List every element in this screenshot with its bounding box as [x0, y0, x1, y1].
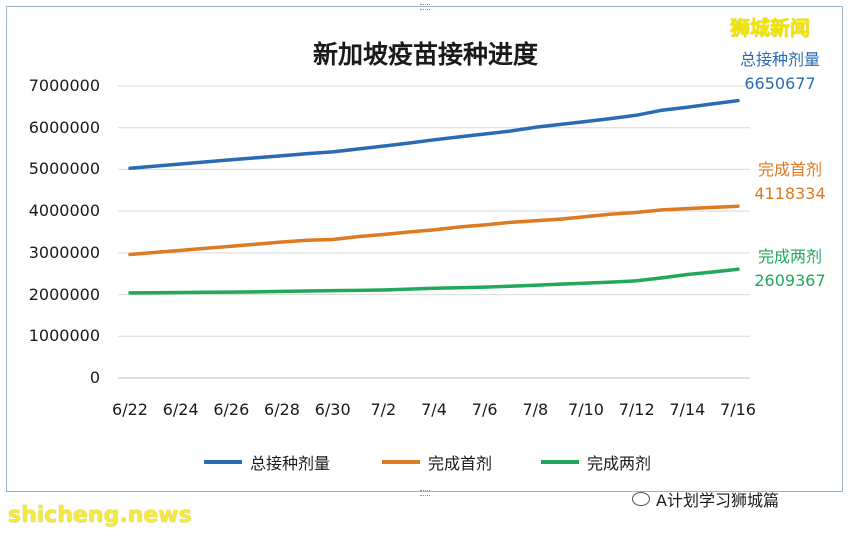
annotation-first-label: 完成首剂: [757, 160, 822, 179]
y-tick-label: 4000000: [28, 201, 100, 221]
x-tick-label: 7/16: [720, 400, 756, 419]
y-tick-label: 1000000: [28, 326, 100, 346]
wechat-account-name: A计划学习狮城篇: [656, 491, 779, 510]
resize-handle-top[interactable]: [420, 4, 430, 10]
x-tick-label: 7/12: [618, 400, 655, 419]
x-tick-label: 7/10: [568, 400, 604, 419]
x-tick-label: 7/4: [421, 400, 447, 419]
legend-swatch-first: [382, 460, 420, 464]
gridlines: [118, 85, 750, 379]
legend-item-first: 完成首剂: [382, 450, 492, 474]
annotation-second-label: 完成两剂: [757, 247, 822, 266]
series-line-first: [128, 204, 740, 257]
y-tick-label: 2000000: [28, 284, 100, 304]
annotation-total-value: 6650677: [744, 74, 816, 93]
legend-item-second: 完成两剂: [541, 450, 651, 474]
wechat-icon: [632, 492, 650, 506]
legend-label-total: 总接种剂量: [250, 454, 331, 473]
x-tick-label: 6/30: [314, 400, 351, 419]
annotation-first: 完成首剂 4118334: [735, 156, 845, 203]
legend-swatch-second: [541, 460, 579, 464]
x-tick-label: 6/28: [264, 400, 300, 419]
resize-handle-bottom[interactable]: [420, 490, 430, 496]
x-tick-label: 7/14: [669, 400, 706, 419]
x-tick-label: 7/8: [522, 400, 549, 419]
brand-logo-text: 狮城新闻: [730, 16, 810, 40]
annotation-second-value: 2609367: [754, 271, 826, 290]
x-tick-label: 6/22: [112, 400, 148, 419]
y-tick-label: 0: [89, 368, 100, 387]
legend-item-total: 总接种剂量: [204, 450, 330, 474]
y-tick-label: 7000000: [28, 76, 100, 95]
legend-swatch-total: [204, 460, 242, 464]
series-line-total: [128, 98, 740, 170]
x-tick-label: 6/26: [213, 400, 250, 419]
series-lines: [128, 98, 740, 295]
annotation-total-label: 总接种剂量: [739, 50, 820, 69]
annotation-first-value: 4118334: [754, 184, 826, 203]
legend-label-first: 完成首剂: [428, 454, 493, 473]
legend-label-second: 完成两剂: [587, 454, 652, 473]
chart-frame: [6, 6, 843, 492]
y-tick-label: 5000000: [28, 159, 100, 179]
x-tick-label: 7/6: [471, 400, 498, 419]
y-tick-label: 3000000: [28, 242, 100, 262]
annotation-total: 总接种剂量 6650677: [725, 46, 835, 93]
series-line-second: [128, 267, 740, 295]
chart-title: 新加坡疫苗接种进度: [312, 40, 538, 69]
wechat-account: A计划学习狮城篇: [632, 487, 779, 511]
x-tick-label: 7/2: [370, 400, 397, 419]
source-watermark: shicheng.news: [8, 503, 192, 528]
x-tick-label: 6/24: [162, 400, 199, 419]
annotation-second: 完成两剂 2609367: [735, 243, 845, 290]
y-tick-label: 6000000: [28, 117, 100, 137]
